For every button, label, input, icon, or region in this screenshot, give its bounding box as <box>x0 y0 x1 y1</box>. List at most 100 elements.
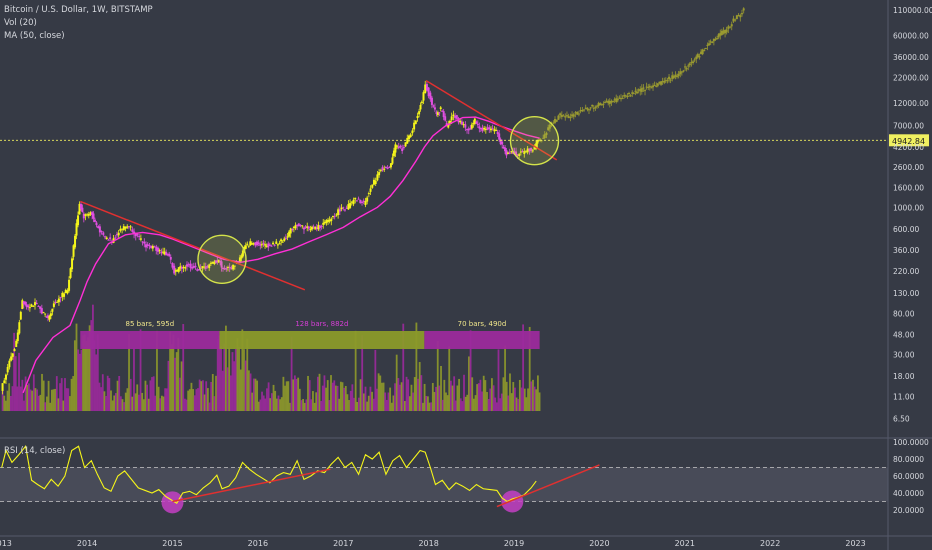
candle-body <box>162 251 165 253</box>
candle-body <box>628 93 631 95</box>
candle-body <box>559 113 562 116</box>
candle <box>668 74 671 83</box>
candle-body <box>709 41 712 43</box>
volume-bar <box>310 399 313 411</box>
volume-bar <box>200 381 203 411</box>
candle-body <box>291 228 294 230</box>
candle-body <box>528 148 531 152</box>
candle <box>312 224 315 230</box>
candle-body <box>11 353 14 357</box>
candle <box>416 112 419 122</box>
price-axis-label: 48.00 <box>893 331 915 340</box>
candle <box>696 52 699 59</box>
time-axis-label: 2015 <box>162 539 182 548</box>
candle <box>265 243 268 248</box>
candle-body <box>676 75 679 77</box>
candle <box>289 227 292 238</box>
candle <box>379 168 382 173</box>
volume-bar <box>126 388 129 411</box>
candle-body <box>211 261 214 264</box>
candle <box>739 13 742 22</box>
candle <box>52 300 55 309</box>
volume-bar <box>52 389 55 411</box>
candle-body <box>386 167 389 169</box>
candle-body <box>187 264 190 266</box>
candle-body <box>361 201 364 203</box>
candle <box>574 111 577 118</box>
candle <box>688 61 691 68</box>
volume-bar <box>8 383 11 411</box>
candle-body <box>366 197 369 202</box>
candle <box>81 204 84 213</box>
volume-bar <box>137 394 140 411</box>
candle <box>498 129 501 142</box>
candle <box>217 259 220 263</box>
candle <box>716 35 719 40</box>
candle-body <box>591 104 594 107</box>
candle-body <box>350 201 353 203</box>
candle <box>150 245 153 249</box>
volume-bar <box>172 334 175 411</box>
volume-bar <box>151 377 153 411</box>
candle-body <box>160 251 163 254</box>
candle-body <box>68 279 71 291</box>
volume-bar <box>60 378 63 411</box>
candle <box>616 95 619 103</box>
candle-body <box>418 111 421 115</box>
volume-bar <box>4 400 7 411</box>
candle-body <box>302 227 305 230</box>
candle <box>347 200 350 210</box>
volume-bar <box>336 385 339 411</box>
candle-body <box>725 29 728 33</box>
volume-bar <box>90 320 93 411</box>
bars-range-2 <box>219 331 425 349</box>
candle-body <box>720 30 723 35</box>
volume-bar <box>308 380 311 411</box>
candle <box>687 63 690 71</box>
candle <box>595 104 598 109</box>
candle <box>256 240 259 247</box>
candle-body <box>347 204 350 210</box>
candle <box>587 108 590 115</box>
candle <box>613 97 616 103</box>
candle <box>562 114 565 117</box>
candle <box>658 81 661 85</box>
candle <box>345 205 348 209</box>
candle-body <box>438 112 441 114</box>
candle <box>729 26 732 29</box>
candle-body <box>179 266 182 269</box>
candle <box>281 240 284 243</box>
candle-body <box>396 145 399 147</box>
volume-bar <box>239 369 242 411</box>
time-axis-label: 2013 <box>0 539 12 548</box>
candle <box>151 244 154 252</box>
volume-bar <box>82 335 84 411</box>
bars-range-label-3: 70 bars, 490d <box>458 320 507 328</box>
candle-body <box>335 214 338 216</box>
candle-body <box>78 203 81 215</box>
candle-body <box>501 141 504 145</box>
candle-body <box>75 223 78 236</box>
candle <box>169 254 172 264</box>
candle <box>249 238 252 247</box>
volume-bar <box>499 398 502 411</box>
candle <box>257 240 260 247</box>
candle-body <box>464 124 467 128</box>
candle <box>620 94 623 102</box>
volume-bar <box>445 392 447 411</box>
candle-body <box>214 260 217 263</box>
candle <box>407 134 410 143</box>
candle-body <box>141 241 144 243</box>
candle <box>196 267 199 272</box>
candle <box>69 267 72 280</box>
candle-body <box>46 315 49 319</box>
candle <box>478 122 481 133</box>
candle-body <box>495 129 498 131</box>
candle <box>8 358 11 370</box>
candle <box>521 149 524 153</box>
volume-bar <box>489 388 492 411</box>
candle <box>660 80 663 86</box>
candle-body <box>599 103 602 106</box>
